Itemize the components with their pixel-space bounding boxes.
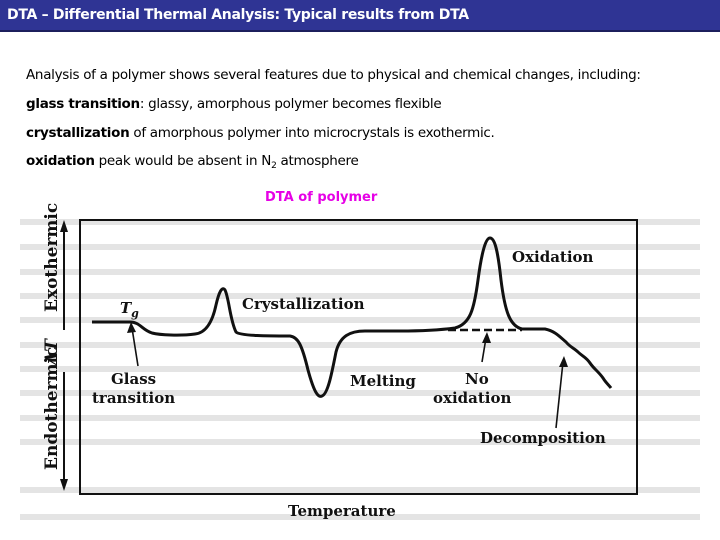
label-melting: Melting: [350, 372, 416, 390]
slide-title: DTA – Differential Thermal Analysis: Typ…: [7, 7, 469, 23]
term: glass transition: [26, 96, 140, 112]
item-crystallization: crystallization of amorphous polymer int…: [26, 125, 495, 141]
label-oxidation: Oxidation: [512, 248, 594, 266]
title-bar: DTA – Differential Thermal Analysis: Typ…: [0, 0, 720, 32]
term: crystallization: [26, 125, 130, 141]
arrowhead-icon: [127, 322, 136, 333]
glass-pointer: [131, 327, 139, 367]
decomp-pointer: [555, 361, 564, 429]
arrowhead-icon: [482, 332, 491, 343]
y-label-delta-t: ΔT: [42, 338, 62, 366]
y-label-exothermic: Exothermic: [42, 203, 62, 312]
desc: peak would be absent in N: [94, 153, 272, 169]
label-no-oxidation: oxidation: [433, 389, 511, 407]
background-scan-texture: [20, 219, 700, 520]
desc: : glassy, amorphous polymer becomes flex…: [139, 96, 442, 112]
y-label-endothermic: Endothermic: [42, 347, 62, 470]
label-no: No: [465, 370, 489, 388]
item-glass-transition: glass transition: glassy, amorphous poly…: [26, 96, 442, 112]
item-oxidation: oxidation peak would be absent in N2 atm…: [26, 153, 359, 171]
dta-curve: [92, 236, 613, 398]
arrow-down-icon: [60, 479, 68, 491]
figure-caption: DTA of polymer: [265, 190, 378, 205]
intro-text: Analysis of a polymer shows several feat…: [26, 67, 641, 83]
label-tg: Tg: [120, 299, 139, 320]
desc: of amorphous polymer into microcrystals …: [129, 125, 495, 141]
arrowhead-icon: [559, 356, 568, 367]
x-axis-label: Temperature: [288, 502, 396, 520]
desc-end: atmosphere: [276, 153, 359, 169]
plot-frame: [79, 219, 638, 495]
label-decomposition: Decomposition: [480, 429, 606, 447]
subscript: 2: [271, 161, 277, 171]
arrow-up-icon: [60, 220, 68, 232]
label-transition: transition: [92, 389, 175, 407]
dta-diagram: Exothermic ΔT Endothermic Tg Glass trans…: [20, 203, 700, 520]
term: oxidation: [26, 153, 95, 169]
label-crystallization: Crystallization: [242, 295, 365, 313]
label-glass: Glass: [111, 370, 156, 388]
